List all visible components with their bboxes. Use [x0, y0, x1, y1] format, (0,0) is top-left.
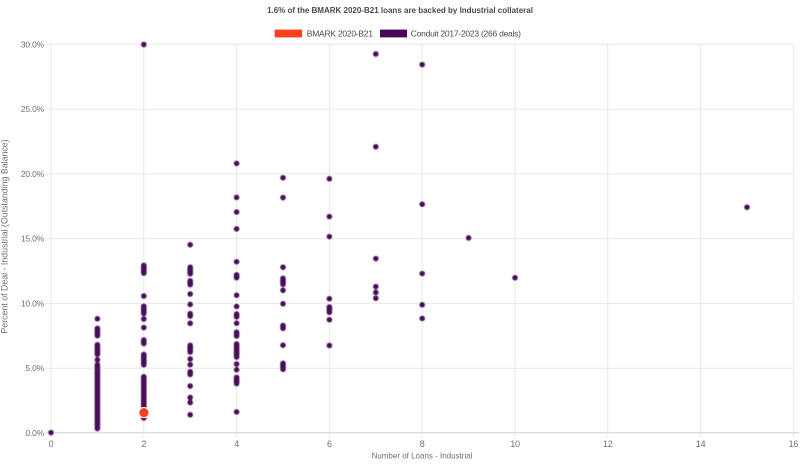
svg-text:10.0%: 10.0%: [21, 298, 45, 308]
svg-text:30.0%: 30.0%: [21, 39, 45, 49]
svg-text:12: 12: [603, 439, 613, 449]
svg-text:20.0%: 20.0%: [21, 169, 45, 179]
svg-text:5.0%: 5.0%: [25, 363, 44, 373]
svg-text:6: 6: [327, 439, 332, 449]
svg-text:Conduit 2017-2023 (266 deals): Conduit 2017-2023 (266 deals): [411, 29, 521, 39]
svg-text:BMARK 2020-B21: BMARK 2020-B21: [307, 29, 373, 39]
svg-text:1.6% of the BMARK 2020-B21 loa: 1.6% of the BMARK 2020-B21 loans are bac…: [267, 6, 533, 15]
svg-text:25.0%: 25.0%: [21, 104, 45, 114]
svg-text:0.0%: 0.0%: [25, 428, 44, 438]
svg-text:16: 16: [789, 439, 799, 449]
svg-text:10: 10: [510, 439, 520, 449]
svg-text:8: 8: [420, 439, 425, 449]
svg-text:14: 14: [696, 439, 706, 449]
svg-text:15.0%: 15.0%: [21, 234, 45, 244]
svg-text:4: 4: [234, 439, 239, 449]
svg-text:2: 2: [141, 439, 146, 449]
svg-text:Percent of Deal - Industrial (: Percent of Deal - Industrial (Outstandin…: [0, 139, 10, 333]
svg-text:Number of Loans - Industrial: Number of Loans - Industrial: [372, 452, 473, 461]
svg-text:0: 0: [49, 439, 54, 449]
